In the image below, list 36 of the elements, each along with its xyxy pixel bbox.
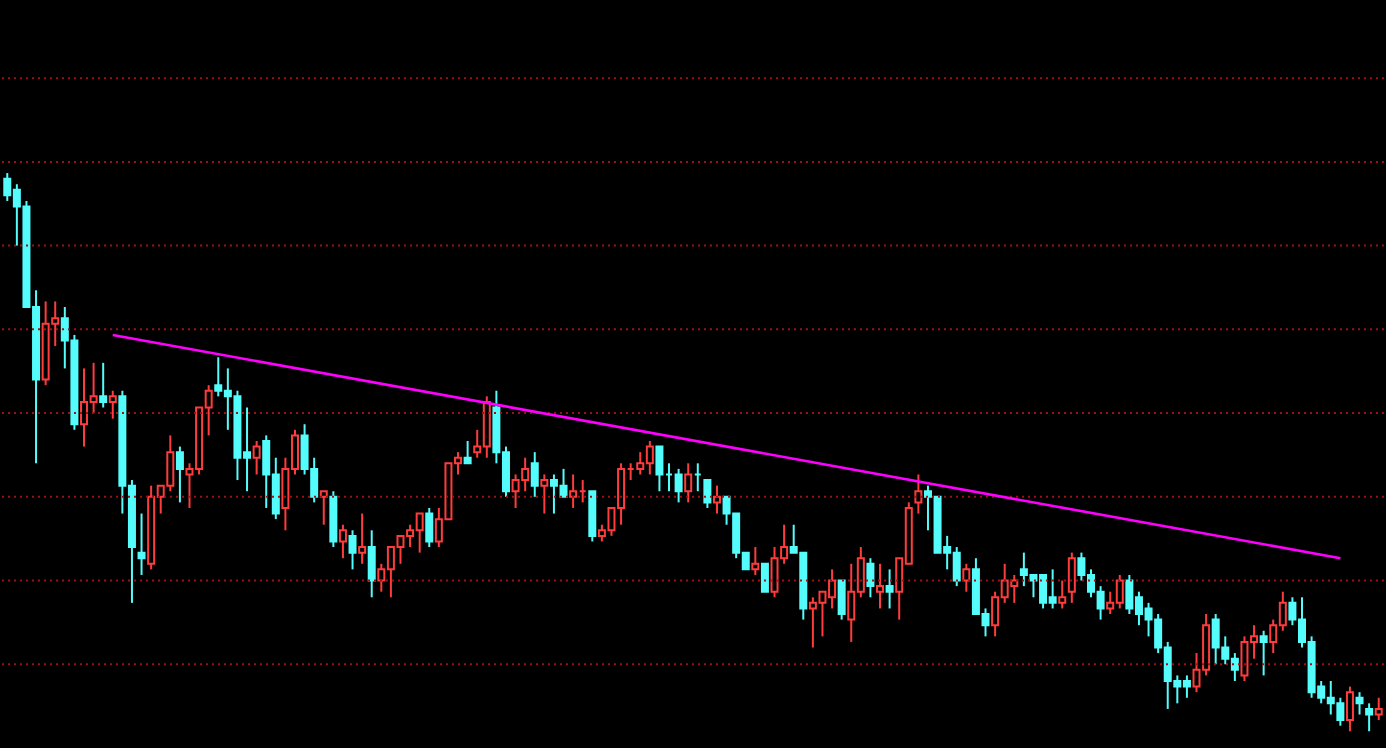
candlestick [425,506,434,549]
candlestick [540,473,549,515]
candlestick [175,445,184,504]
candlestick [463,439,472,465]
candlestick [1058,579,1067,610]
candlestick [751,546,760,576]
candlestick [569,473,578,509]
candlestick [1345,685,1354,733]
candlestick [866,557,875,599]
candlestick [338,523,347,560]
candlestick [837,579,846,621]
candlestick [712,484,721,515]
candlestick [348,529,357,571]
candlestick [358,512,367,565]
candlestick [1365,702,1374,733]
candlestick [319,490,328,526]
candlestick [655,445,664,493]
candlestick [1259,629,1268,677]
candlestick [760,562,769,593]
candlestick [137,512,146,576]
candlestick [885,568,894,610]
candlestick [684,462,693,504]
candlestick [99,361,108,409]
candlestick [962,562,971,593]
candlestick [674,467,683,504]
candlestick [876,562,885,610]
candlestick [329,490,338,549]
candlestick [588,490,597,543]
candlestick [108,389,117,420]
candlestick [1067,551,1076,604]
candlestick [530,451,539,498]
candlestick [252,439,261,476]
candlestick [1355,691,1364,716]
candlestick [703,479,712,509]
candlestick [367,529,376,599]
candlestick [914,473,923,515]
